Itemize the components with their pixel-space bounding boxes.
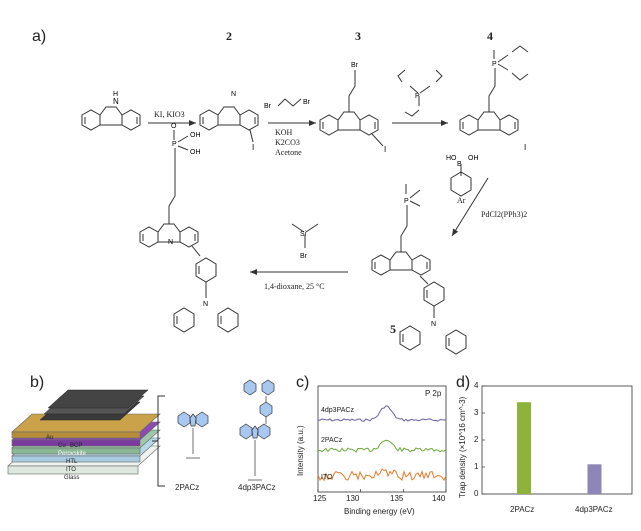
molecule-label-2pacz: 2PACz	[175, 483, 200, 492]
atom-n-product-amine: N	[203, 301, 208, 308]
atom-oh-product-1: OH	[190, 132, 201, 139]
atom-p-product: P	[172, 141, 177, 148]
compound-3-structure	[319, 111, 379, 136]
xps-trace-2pacz	[317, 439, 447, 453]
trap-density-chart	[481, 385, 633, 495]
bar-ylabel-value: Trap density (×10^16 cm^-3)	[458, 396, 467, 498]
xps-series-label-ito: ITO	[321, 474, 333, 481]
bar-plot-frame	[481, 385, 633, 495]
layer-label-htl: HTL	[66, 459, 78, 465]
xps-xlabel: Binding energy (eV)	[344, 507, 415, 516]
atom-h: H	[113, 91, 118, 98]
atom-o-product: O	[171, 123, 177, 130]
reagent-acetone: Acetone	[275, 148, 302, 157]
bar-xtick-4dp3pacz: 4dp3PACz	[575, 505, 613, 514]
synthesis-scheme: N H N I Br Br Br I P P I HO B O	[81, 45, 529, 355]
xps-ylabel-text: Intensity (a.u.)	[296, 425, 305, 476]
compound-number-5: 5	[390, 322, 396, 336]
atom-p-4: P	[492, 61, 497, 68]
arrow-step4	[451, 177, 489, 237]
xps-ylabel: Intensity (a.u.)	[296, 418, 310, 488]
bar-ytick-0: 0	[474, 489, 479, 498]
reagent-ar: Ar	[457, 196, 466, 205]
atom-n-product: N	[168, 239, 173, 246]
layer-label-cu: Cu	[58, 443, 66, 449]
bar-ytick-4: 4	[474, 381, 479, 390]
au-electrodes	[39, 389, 149, 421]
reagent-pd-catalyst: PdCl2(PPh3)2	[481, 210, 528, 219]
compound-5-structure	[371, 251, 431, 276]
xps-series-label-4dp3pacz: 4dp3PACz	[321, 407, 354, 414]
atom-br-3: Br	[351, 62, 359, 69]
compound-2-structure	[199, 106, 259, 131]
layer-label-perovskite: Perovskite	[58, 451, 87, 457]
panel-label-a: a)	[32, 28, 47, 45]
molecule-2pacz	[177, 411, 209, 459]
atom-n-5: N	[431, 321, 436, 328]
xps-xtick-125: 125	[313, 494, 327, 503]
atom-br-right: Br	[303, 99, 311, 106]
atom-br-tms: Br	[300, 253, 308, 260]
compound-number-4: 4	[487, 29, 493, 43]
bar-2pacz	[517, 402, 531, 494]
bar-ytick-3: 3	[474, 408, 479, 417]
bar-xtick-2pacz: 2PACz	[510, 505, 535, 514]
atom-i-3: I	[384, 145, 386, 154]
xps-title: P 2p	[425, 389, 442, 398]
atom-p-phosphite: P	[415, 93, 420, 100]
molecule-label-4dp3pacz: 4dp3PACz	[238, 483, 276, 492]
atom-b: B	[457, 161, 462, 168]
atom-br-left: Br	[264, 103, 272, 110]
layer-label-ito: ITO	[66, 467, 76, 473]
atom-n-2: N	[231, 91, 236, 98]
molecule-4dp3pacz	[239, 379, 275, 481]
layer-label-bcp: BCP	[70, 443, 83, 449]
bar-ylabel-text: Trap density (×10^16 cm^-3)	[458, 397, 467, 498]
atom-ho: HO	[446, 155, 457, 162]
layer-label-glass: Glass	[64, 475, 80, 481]
reagent-step5: 1,4-dioxane, 25 °C	[264, 282, 325, 291]
xps-series-label-2pacz: 2PACz	[321, 437, 343, 444]
compound-number-2: 2	[226, 29, 232, 43]
atom-p-5: P	[404, 198, 409, 205]
xps-xtick-135: 135	[390, 494, 404, 503]
panel-label-d: d)	[456, 374, 471, 391]
xps-xtick-140: 140	[432, 494, 446, 503]
xps-xtick-130: 130	[346, 494, 360, 503]
panel-label-c: c)	[296, 374, 310, 391]
compound-number-3: 3	[355, 29, 361, 43]
xps-trace-4dp3pacz	[317, 405, 447, 422]
bar-ytick-2: 2	[474, 435, 479, 444]
xps-chart	[317, 385, 447, 493]
panel-label-b: b)	[30, 374, 45, 391]
compound-4-structure	[459, 111, 519, 136]
atom-i-4: I	[524, 143, 526, 152]
reagent-step1: KI, KIO3	[154, 110, 185, 119]
bar-ylabel: Trap density (×10^16 cm^-3)	[458, 397, 470, 500]
atom-i-2: I	[252, 143, 254, 152]
atom-oh-product-2: OH	[190, 149, 201, 156]
atom-si: Si	[300, 231, 307, 238]
atom-oh: OH	[468, 155, 479, 162]
bar-ytick-1: 1	[474, 462, 479, 471]
layer-label-au: Au	[46, 435, 54, 441]
reagent-koh: KOH	[275, 128, 293, 137]
atom-nh: N	[113, 97, 119, 106]
bar-4dp3pacz	[587, 464, 602, 494]
device-schematic	[7, 379, 275, 487]
reagent-k2co3: K2CO3	[275, 138, 300, 147]
xps-plot-frame	[317, 385, 447, 493]
carbazole-structure	[81, 106, 141, 131]
reagent-step2: KOH K2CO3 Acetone	[275, 128, 302, 158]
xps-trace-ito	[317, 468, 447, 482]
